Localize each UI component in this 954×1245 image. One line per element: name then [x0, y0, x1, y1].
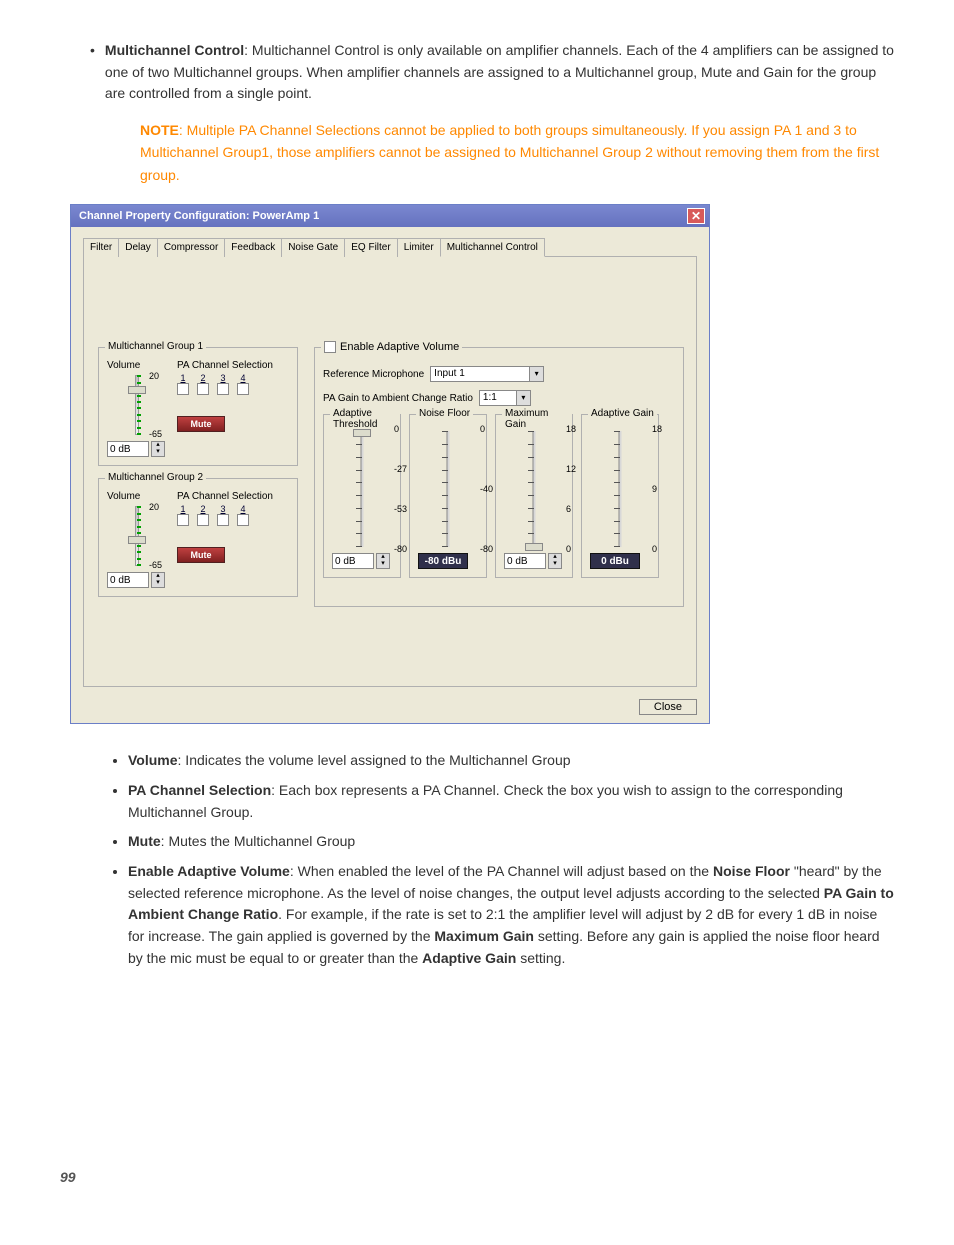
- pa-selection-label: PA Channel Selection: [177, 491, 289, 502]
- pa-channel-checkbox[interactable]: [217, 514, 229, 526]
- description-item: Mute: Mutes the Multichannel Group: [128, 831, 894, 853]
- tab-filter[interactable]: Filter: [83, 238, 119, 257]
- pa-channel-number: 3: [217, 373, 229, 383]
- close-button[interactable]: Close: [639, 699, 697, 715]
- note-block: NOTE: Multiple PA Channel Selections can…: [140, 119, 894, 186]
- adaptive-gain-meter: Adaptive Gain 1890 0 dBu: [581, 414, 659, 578]
- spin-down-icon[interactable]: ▾: [549, 561, 561, 568]
- close-icon[interactable]: ✕: [687, 208, 705, 224]
- dialog-titlebar: Channel Property Configuration: PowerAmp…: [71, 205, 709, 227]
- pa-channel-checkbox[interactable]: [237, 514, 249, 526]
- description-item: PA Channel Selection: Each box represent…: [128, 780, 894, 823]
- pa-channel-checkbox[interactable]: [177, 514, 189, 526]
- pa-channel-number: 3: [217, 504, 229, 514]
- eav-legend-row: Enable Adaptive Volume: [321, 341, 462, 353]
- note-label: NOTE: [140, 122, 179, 138]
- mute-button[interactable]: Mute: [177, 547, 225, 563]
- chevron-down-icon: ▾: [530, 366, 544, 382]
- pa-channel-number: 1: [177, 504, 189, 514]
- ratio-select[interactable]: 1:1 ▾: [479, 390, 531, 406]
- adaptive-gain-display: 0 dBu: [590, 553, 640, 569]
- noise-floor-meter: Noise Floor 0-40-80 -80 dBu: [409, 414, 487, 578]
- pa-channel-checkbox[interactable]: [197, 514, 209, 526]
- maximum-gain-meter: Maximum Gain 181260 ▴▾: [495, 414, 573, 578]
- volume-slider[interactable]: 20 -65: [125, 504, 149, 568]
- maximum-gain-scale[interactable]: 181260: [520, 429, 548, 549]
- adaptive-gain-legend: Adaptive Gain: [588, 408, 657, 419]
- page-number: 99: [60, 1169, 894, 1185]
- maximum-gain-legend: Maximum Gain: [502, 408, 572, 430]
- adaptive-threshold-legend: Adaptive Threshold: [330, 408, 400, 430]
- tab-multichannel-control[interactable]: Multichannel Control: [440, 238, 545, 257]
- pa-channel-number: 2: [197, 373, 209, 383]
- ref-mic-label: Reference Microphone: [323, 369, 424, 380]
- multichannel-group-1: Multichannel Group 1 Volume 20 -65 ▴▾: [98, 347, 298, 466]
- note-text: : Multiple PA Channel Selections cannot …: [140, 122, 879, 183]
- noise-floor-legend: Noise Floor: [416, 408, 473, 419]
- volume-slider[interactable]: 20 -65: [125, 373, 149, 437]
- pa-channel-number: 2: [197, 504, 209, 514]
- pa-channel-checkbox[interactable]: [197, 383, 209, 395]
- description-list: Volume: Indicates the volume level assig…: [100, 750, 894, 969]
- intro-title: Multichannel Control: [105, 42, 244, 58]
- eav-legend: Enable Adaptive Volume: [340, 341, 459, 353]
- spin-down-icon[interactable]: ▾: [152, 580, 164, 587]
- volume-spinner[interactable]: ▴▾: [107, 441, 167, 457]
- pa-channel-number: 1: [177, 373, 189, 383]
- volume-value[interactable]: [107, 572, 149, 588]
- pa-channel-number: 4: [237, 373, 249, 383]
- maximum-gain-spinner[interactable]: ▴▾: [504, 553, 564, 569]
- mute-button[interactable]: Mute: [177, 416, 225, 432]
- eav-checkbox[interactable]: [324, 341, 336, 353]
- ref-mic-select[interactable]: Input 1 ▾: [430, 366, 544, 382]
- volume-label: Volume: [107, 491, 167, 502]
- adaptive-threshold-value[interactable]: [332, 553, 374, 569]
- multichannel-group-2: Multichannel Group 2 Volume 20 -65 ▴▾: [98, 478, 298, 597]
- volume-label: Volume: [107, 360, 167, 371]
- ref-mic-value: Input 1: [430, 366, 530, 382]
- dialog-title: Channel Property Configuration: PowerAmp…: [79, 210, 319, 222]
- adaptive-threshold-spinner[interactable]: ▴▾: [332, 553, 392, 569]
- group-legend: Multichannel Group 2: [105, 472, 206, 483]
- noise-floor-display: -80 dBu: [418, 553, 468, 569]
- description-item: Volume: Indicates the volume level assig…: [128, 750, 894, 772]
- tab-feedback[interactable]: Feedback: [224, 238, 282, 257]
- eav-fieldset: Enable Adaptive Volume Reference Microph…: [314, 347, 684, 607]
- tab-limiter[interactable]: Limiter: [397, 238, 441, 257]
- pa-channel-checkbox[interactable]: [237, 383, 249, 395]
- ratio-label: PA Gain to Ambient Change Ratio: [323, 393, 473, 404]
- dialog-window: Channel Property Configuration: PowerAmp…: [70, 204, 710, 724]
- pa-channel-checkbox[interactable]: [217, 383, 229, 395]
- tab-compressor[interactable]: Compressor: [157, 238, 225, 257]
- pa-selection-label: PA Channel Selection: [177, 360, 289, 371]
- tab-delay[interactable]: Delay: [118, 238, 158, 257]
- spin-down-icon[interactable]: ▾: [377, 561, 389, 568]
- volume-spinner[interactable]: ▴▾: [107, 572, 167, 588]
- adaptive-gain-scale: 1890: [606, 429, 634, 549]
- maximum-gain-value[interactable]: [504, 553, 546, 569]
- volume-value[interactable]: [107, 441, 149, 457]
- adaptive-threshold-meter: Adaptive Threshold 0-27-53-80 ▴▾: [323, 414, 401, 578]
- chevron-down-icon: ▾: [517, 390, 531, 406]
- group-legend: Multichannel Group 1: [105, 341, 206, 352]
- spin-down-icon[interactable]: ▾: [152, 449, 164, 456]
- pa-channel-checkbox[interactable]: [177, 383, 189, 395]
- tab-bar: FilterDelayCompressorFeedbackNoise GateE…: [83, 237, 697, 257]
- ratio-value: 1:1: [479, 390, 517, 406]
- tab-eq-filter[interactable]: EQ Filter: [344, 238, 397, 257]
- intro-bullet: Multichannel Control: Multichannel Contr…: [90, 40, 894, 105]
- tab-content: Multichannel Group 1 Volume 20 -65 ▴▾: [83, 257, 697, 687]
- tab-noise-gate[interactable]: Noise Gate: [281, 238, 345, 257]
- description-item: Enable Adaptive Volume: When enabled the…: [128, 861, 894, 969]
- noise-floor-scale: 0-40-80: [434, 429, 462, 549]
- pa-channel-number: 4: [237, 504, 249, 514]
- adaptive-threshold-scale[interactable]: 0-27-53-80: [348, 429, 376, 549]
